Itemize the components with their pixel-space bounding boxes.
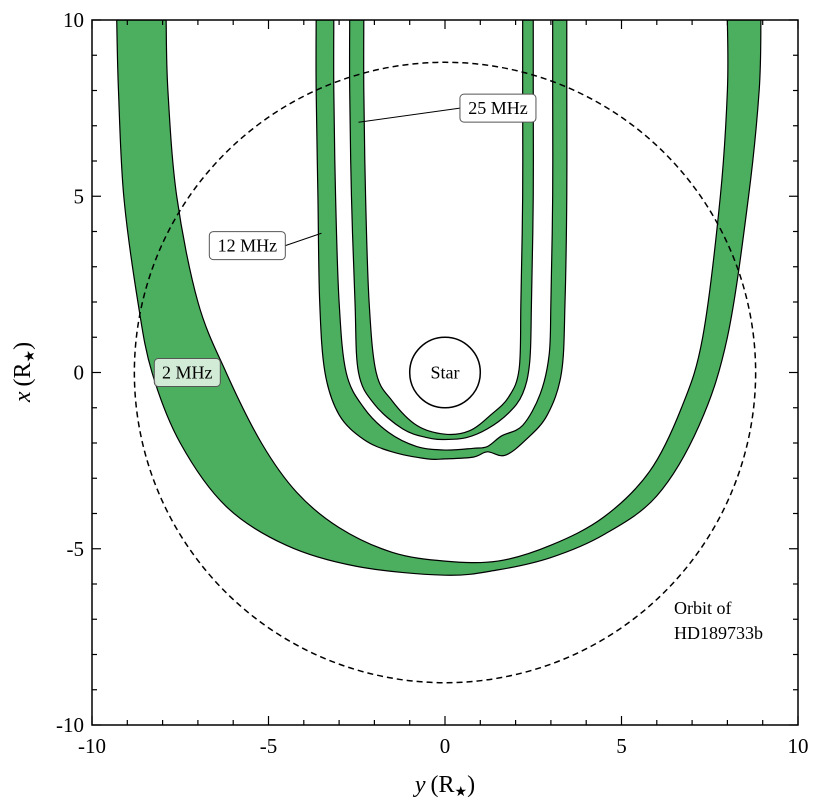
annotation-leader-1: [358, 107, 461, 123]
band-series-2: [315, 20, 568, 461]
band-series-1: [116, 20, 762, 576]
annotation-leader-2: [285, 232, 322, 247]
x-axis-close: ): [467, 772, 475, 798]
x-axis-var: y: [413, 772, 426, 798]
y-tick-label: 10: [63, 8, 84, 32]
y-axis-close: ): [10, 342, 36, 350]
x-tick-label: -5: [260, 734, 278, 758]
x-tick-label: -10: [78, 734, 106, 758]
y-tick-label: -5: [67, 537, 85, 561]
x-axis-title: y (R★): [413, 772, 475, 800]
orbit-label-line1: Orbit of: [674, 598, 732, 618]
x-tick-label: 10: [788, 734, 809, 758]
annotation-label-1: 25 MHz: [468, 98, 528, 118]
y-tick-label: 0: [74, 361, 85, 385]
x-tick-label: 0: [440, 734, 451, 758]
y-axis-title: x (R★): [10, 342, 38, 403]
annotation-label-3: 2 MHz: [162, 363, 213, 383]
plot-area: [116, 20, 762, 576]
star-circle: [408, 336, 482, 409]
y-axis-unit: (R: [10, 362, 36, 386]
annotation-label-2: 12 MHz: [218, 236, 278, 256]
orbit-dashed-circle: [133, 61, 757, 684]
y-axis-var: x: [10, 391, 36, 403]
y-axis-unit-var: ★: [23, 350, 38, 363]
x-axis-unit-var: ★: [455, 785, 468, 800]
annotation-box-3: [153, 358, 221, 387]
band-series-3: [348, 20, 534, 441]
orbit-label-line2: HD189733b: [674, 623, 763, 643]
annotation-box-1: [459, 93, 537, 123]
star-label: Star: [431, 363, 460, 383]
annotation-box-2: [208, 231, 286, 261]
x-axis-unit: (R: [431, 772, 455, 798]
overlay: Star Orbit of HD189733b 25 MHz 12 MHz 2 MHz: [133, 61, 763, 684]
y-tick-label: -10: [56, 713, 84, 737]
y-tick-label: 5: [74, 184, 85, 208]
x-tick-label: 5: [616, 734, 627, 758]
axis-ticks: -10 -5 0 5 10 -10 -5 0 5 10: [56, 8, 809, 758]
